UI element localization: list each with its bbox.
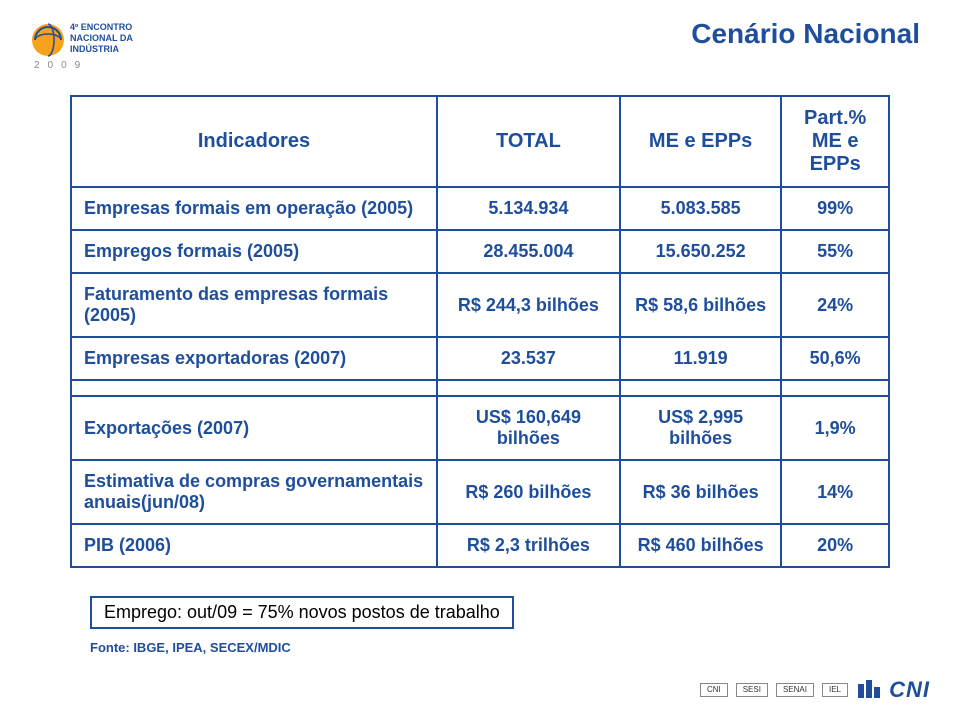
row-label: Faturamento das empresas formais (2005) — [71, 273, 437, 337]
table-row: Exportações (2007) US$ 160,649 bilhões U… — [71, 396, 889, 460]
col-part-pct: Part.% ME e EPPs — [781, 96, 889, 187]
row-label: Empresas exportadoras (2007) — [71, 337, 437, 380]
row-pct: 24% — [781, 273, 889, 337]
row-total: 23.537 — [437, 337, 620, 380]
employment-note: Emprego: out/09 = 75% novos postos de tr… — [90, 596, 514, 629]
col-indicadores: Indicadores — [71, 96, 437, 187]
row-label: PIB (2006) — [71, 524, 437, 567]
table-spacer-row — [71, 380, 889, 396]
cni-logo: CNI — [856, 677, 930, 703]
event-logo: 4º ENCONTRO NACIONAL DA INDÚSTRIA 2009 — [28, 18, 178, 73]
table-row: Faturamento das empresas formais (2005) … — [71, 273, 889, 337]
svg-text:INDÚSTRIA: INDÚSTRIA — [70, 43, 119, 54]
row-me: R$ 460 bilhões — [620, 524, 781, 567]
row-label: Exportações (2007) — [71, 396, 437, 460]
row-me: 15.650.252 — [620, 230, 781, 273]
row-label: Empregos formais (2005) — [71, 230, 437, 273]
slide-title: Cenário Nacional — [691, 18, 920, 50]
row-label: Estimativa de compras governamentais anu… — [71, 460, 437, 524]
row-total: R$ 2,3 trilhões — [437, 524, 620, 567]
row-total: US$ 160,649 bilhões — [437, 396, 620, 460]
svg-text:2009: 2009 — [34, 60, 88, 71]
row-total: R$ 260 bilhões — [437, 460, 620, 524]
row-pct: 55% — [781, 230, 889, 273]
footer-logos: CNI SESI SENAI IEL CNI — [700, 677, 930, 703]
row-me: R$ 36 bilhões — [620, 460, 781, 524]
footer-mini-logo: CNI — [700, 683, 728, 698]
footer-mini-logo: IEL — [822, 683, 848, 698]
indicators-table: Indicadores TOTAL ME e EPPs Part.% ME e … — [70, 95, 890, 568]
table-row: Empresas formais em operação (2005) 5.13… — [71, 187, 889, 230]
row-total: 28.455.004 — [437, 230, 620, 273]
row-total: 5.134.934 — [437, 187, 620, 230]
row-label: Empresas formais em operação (2005) — [71, 187, 437, 230]
table-row: PIB (2006) R$ 2,3 trilhões R$ 460 bilhõe… — [71, 524, 889, 567]
footer-mini-logo: SESI — [736, 683, 768, 698]
row-me: 11.919 — [620, 337, 781, 380]
svg-text:4º ENCONTRO: 4º ENCONTRO — [70, 22, 132, 32]
row-pct: 1,9% — [781, 396, 889, 460]
row-pct: 20% — [781, 524, 889, 567]
indicators-table-wrap: Indicadores TOTAL ME e EPPs Part.% ME e … — [70, 95, 890, 568]
table-header-row: Indicadores TOTAL ME e EPPs Part.% ME e … — [71, 96, 889, 187]
row-pct: 99% — [781, 187, 889, 230]
footer-mini-logo: SENAI — [776, 683, 814, 698]
col-me-epps: ME e EPPs — [620, 96, 781, 187]
table-row: Empresas exportadoras (2007) 23.537 11.9… — [71, 337, 889, 380]
row-total: R$ 244,3 bilhões — [437, 273, 620, 337]
row-pct: 50,6% — [781, 337, 889, 380]
row-me: 5.083.585 — [620, 187, 781, 230]
svg-text:NACIONAL DA: NACIONAL DA — [70, 33, 133, 43]
source-label: Fonte: IBGE, IPEA, SECEX/MDIC — [90, 640, 291, 655]
row-pct: 14% — [781, 460, 889, 524]
cni-label: CNI — [889, 677, 930, 702]
table-body: Empresas formais em operação (2005) 5.13… — [71, 187, 889, 567]
table-row: Empregos formais (2005) 28.455.004 15.65… — [71, 230, 889, 273]
row-me: R$ 58,6 bilhões — [620, 273, 781, 337]
row-me: US$ 2,995 bilhões — [620, 396, 781, 460]
slide: 4º ENCONTRO NACIONAL DA INDÚSTRIA 2009 C… — [0, 0, 960, 721]
col-total: TOTAL — [437, 96, 620, 187]
table-row: Estimativa de compras governamentais anu… — [71, 460, 889, 524]
